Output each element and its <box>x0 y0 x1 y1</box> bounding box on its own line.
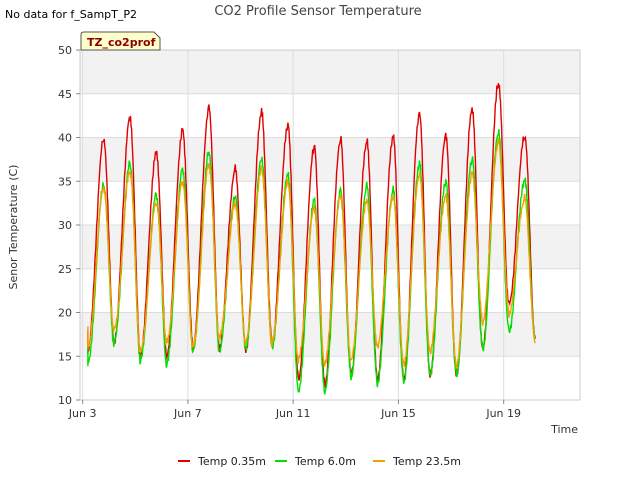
badge-label: TZ_co2prof <box>87 36 156 49</box>
x-tick-label: Jun 7 <box>173 407 202 420</box>
plot-band <box>80 356 580 400</box>
plot-band <box>80 50 580 94</box>
legend-label: Temp 23.5m <box>392 455 461 468</box>
badge-box <box>80 31 161 51</box>
x-tick-label: Jun 19 <box>485 407 521 420</box>
y-tick-label: 50 <box>58 44 72 57</box>
series-layer <box>87 83 536 395</box>
x-tick-label: Jun 15 <box>380 407 416 420</box>
legend-label: Temp 6.0m <box>294 455 356 468</box>
plot-band <box>80 93 580 138</box>
plot-background <box>80 50 580 400</box>
y-tick-label: 40 <box>58 132 72 145</box>
y-tick-label: 30 <box>58 219 72 232</box>
y-tick-label: 20 <box>58 307 72 320</box>
plot-band <box>80 181 580 225</box>
legend-label: Temp 0.35m <box>197 455 266 468</box>
x-tick-label: Jun 3 <box>68 407 97 420</box>
y-tick-label: 35 <box>58 175 72 188</box>
y-tick-label: 25 <box>58 263 72 276</box>
badge: TZ_co2prof <box>80 31 161 51</box>
no-data-notice: No data for f_SampT_P2 <box>5 8 137 21</box>
axes: 10 15 20 25 30 35 40 45 50 Jun 3 Jun 7 Jun 11 Jun 15… <box>58 44 581 420</box>
y-tick-label: 10 <box>58 394 72 407</box>
series-line <box>87 138 536 370</box>
y-tick-label: 15 <box>58 350 72 363</box>
ylabel-group: Senor Temperature (C) <box>7 165 20 290</box>
x-tick-label: Jun 11 <box>275 407 311 420</box>
y-tick-label: 45 <box>58 88 72 101</box>
y-axis-label: Senor Temperature (C) <box>7 165 20 290</box>
legend: Temp 0.35m Temp 6.0m Temp 23.5m <box>178 455 461 468</box>
plot-band <box>80 225 580 269</box>
x-axis-label: Time <box>550 423 578 436</box>
chart-title: CO2 Profile Sensor Temperature <box>214 4 421 19</box>
